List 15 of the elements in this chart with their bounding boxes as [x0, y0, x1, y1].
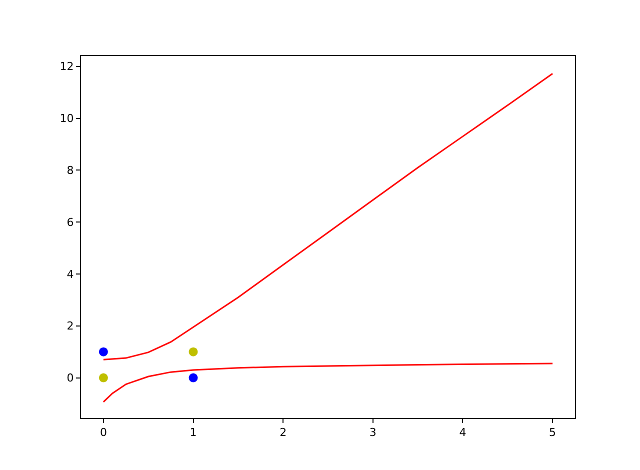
y-tick-label: 6 — [66, 216, 74, 229]
x-tick-label: 4 — [459, 426, 466, 440]
y-tick-label: 8 — [66, 164, 74, 178]
y-tick-label: 4 — [66, 268, 74, 281]
x-tick-label: 3 — [369, 426, 376, 440]
y-tick-label: 10 — [60, 112, 74, 126]
y-tick-label: 0 — [66, 372, 74, 385]
y-tick-label: 12 — [60, 60, 74, 74]
x-tick-label: 5 — [549, 426, 556, 440]
y-tick-label: 2 — [66, 320, 74, 333]
line-series — [102, 72, 554, 360]
x-tick-label: 2 — [280, 426, 287, 440]
line-series — [102, 362, 554, 403]
x-tick-label: 0 — [100, 426, 107, 440]
x-tick-label: 1 — [190, 426, 197, 440]
